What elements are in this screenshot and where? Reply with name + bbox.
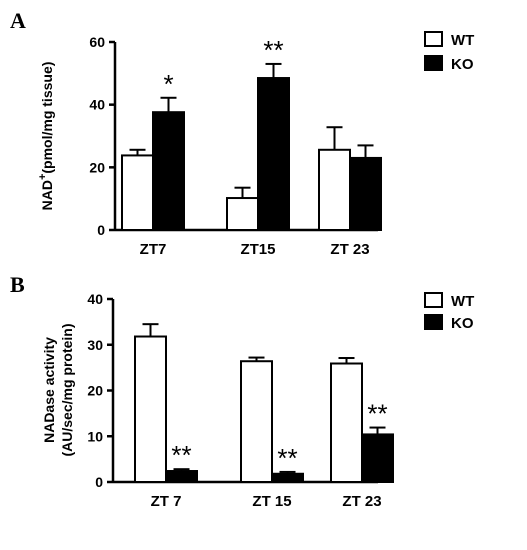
y-tick-label: 30 bbox=[87, 337, 103, 353]
x-category-label: ZT 23 bbox=[342, 493, 381, 510]
significance-marker: * bbox=[163, 69, 173, 99]
panel-letter: B bbox=[10, 272, 25, 297]
legend-swatch-wt bbox=[424, 31, 443, 47]
y-axis-label: NADase activity (AU/sec/mg protein) bbox=[41, 323, 75, 456]
bar-ko bbox=[152, 111, 185, 231]
bar-wt bbox=[134, 335, 167, 484]
y-tick-label: 10 bbox=[87, 428, 103, 444]
y-axis-label: NAD+(pmol/mg tissue) bbox=[37, 62, 55, 211]
legend-swatch-ko bbox=[424, 314, 443, 330]
bar-wt bbox=[240, 360, 273, 483]
y-axis-label-line: (AU/sec/mg protein) bbox=[59, 323, 75, 456]
y-tick-label: 60 bbox=[89, 34, 105, 50]
bar-ko bbox=[361, 433, 394, 484]
significance-marker: ** bbox=[171, 440, 191, 470]
legend-label: WT bbox=[451, 293, 474, 310]
bar-ko bbox=[257, 77, 290, 231]
panel-b: B 0 10 20 30 40 ZT 7 ZT 15 ZT 23 ** ** ** WT KO NADase… bbox=[10, 272, 474, 510]
bar-wt bbox=[226, 197, 259, 231]
legend-label: KO bbox=[451, 56, 474, 73]
y-tick-label: 40 bbox=[89, 97, 105, 113]
significance-marker: ** bbox=[277, 443, 297, 473]
x-category-label: ZT7 bbox=[140, 241, 167, 258]
y-tick-label: 40 bbox=[87, 291, 103, 307]
y-label-units: (pmol/mg tissue) bbox=[39, 62, 55, 174]
bar-wt bbox=[330, 362, 363, 484]
legend-swatch-ko bbox=[424, 55, 443, 71]
y-label-main: NAD bbox=[39, 180, 55, 210]
y-tick-label: 20 bbox=[87, 383, 103, 399]
y-axis-label-text: NAD+(pmol/mg tissue) bbox=[37, 62, 55, 211]
y-tick-label: 0 bbox=[97, 222, 105, 238]
bar-wt bbox=[121, 154, 154, 231]
legend-label: WT bbox=[451, 32, 474, 49]
bar-ko bbox=[165, 470, 198, 483]
x-category-label: ZT 15 bbox=[252, 493, 291, 510]
y-tick-label: 0 bbox=[95, 474, 103, 490]
x-category-label: ZT 23 bbox=[330, 241, 369, 258]
x-category-label: ZT 7 bbox=[151, 493, 182, 510]
bar-ko bbox=[349, 156, 382, 231]
y-axis-label-line: NADase activity bbox=[41, 337, 57, 443]
y-label-superscript: + bbox=[37, 174, 49, 180]
significance-marker: ** bbox=[367, 399, 387, 429]
legend-swatch-wt bbox=[424, 292, 443, 308]
panel-letter: A bbox=[10, 8, 26, 33]
legend-label: KO bbox=[451, 315, 474, 332]
bar-ko bbox=[271, 472, 304, 484]
significance-marker: ** bbox=[263, 35, 283, 65]
bar-wt bbox=[318, 148, 351, 231]
y-tick-label: 20 bbox=[89, 159, 105, 175]
x-category-label: ZT15 bbox=[240, 241, 275, 258]
